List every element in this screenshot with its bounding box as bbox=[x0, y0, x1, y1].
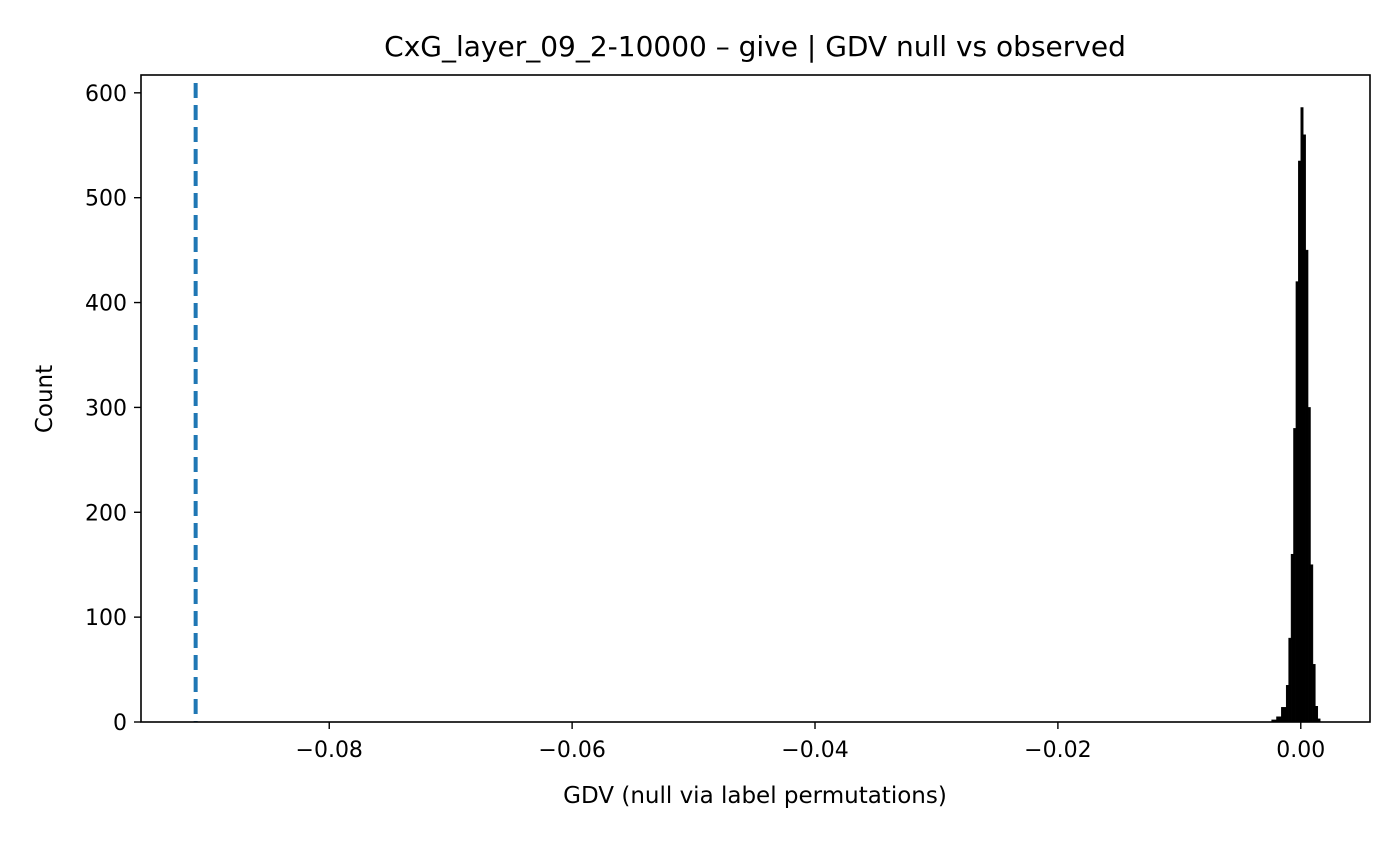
x-tick-label: −0.08 bbox=[296, 738, 363, 763]
axes-frame bbox=[140, 74, 1371, 723]
y-tick-label: 600 bbox=[85, 82, 127, 107]
histogram-bar bbox=[1298, 160, 1302, 723]
y-tick-label: 300 bbox=[85, 396, 127, 421]
y-axis-label: Count bbox=[32, 365, 58, 433]
chart-title: CxG_layer_09_2-10000 – give | GDV null v… bbox=[384, 30, 1126, 63]
histogram-bar bbox=[1295, 281, 1299, 723]
histogram-bar bbox=[1302, 134, 1306, 723]
x-tick-label: −0.06 bbox=[538, 738, 605, 763]
histogram-bar bbox=[1281, 707, 1287, 723]
histogram-bar bbox=[1293, 428, 1297, 723]
axes: −0.08 −0.06 −0.04 −0.02 0.00 0 100 200 300 400 500… bbox=[85, 74, 1371, 763]
histogram-bar bbox=[1305, 249, 1309, 723]
histogram-bar bbox=[1288, 637, 1292, 723]
y-tick-label: 100 bbox=[85, 606, 127, 631]
y-tick-label: 200 bbox=[85, 501, 127, 526]
histogram-bar bbox=[1307, 407, 1311, 723]
y-tick-label: 500 bbox=[85, 187, 127, 212]
x-tick-label: 0.00 bbox=[1276, 738, 1325, 763]
x-tick-label: −0.04 bbox=[781, 738, 848, 763]
histogram-bar bbox=[1285, 685, 1289, 723]
histogram-bar bbox=[1290, 553, 1294, 723]
y-tick-label: 0 bbox=[113, 711, 127, 736]
x-axis-label: GDV (null via label permutations) bbox=[563, 783, 947, 809]
histogram-bar bbox=[1310, 564, 1314, 723]
x-tick-label: −0.02 bbox=[1024, 738, 1091, 763]
histogram-bar bbox=[1312, 664, 1316, 723]
plot-area bbox=[193, 83, 1321, 723]
y-tick-label: 400 bbox=[85, 292, 127, 317]
histogram-bar bbox=[1300, 107, 1304, 723]
histogram-bar bbox=[1315, 706, 1319, 723]
